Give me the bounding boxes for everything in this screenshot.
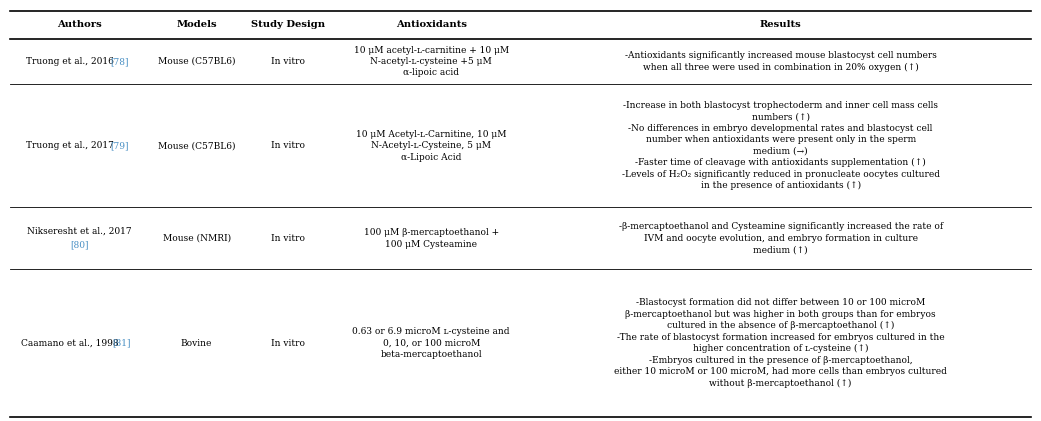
Text: Truong et al., 2016: Truong et al., 2016	[26, 57, 117, 66]
Text: -β-mercaptoethanol and Cysteamine significantly increased the rate of
IVM and oo: -β-mercaptoethanol and Cysteamine signif…	[618, 222, 943, 254]
Text: In vitro: In vitro	[272, 338, 305, 347]
Text: [80]: [80]	[70, 240, 88, 250]
Text: 0.63 or 6.9 microM ʟ-cysteine and
0, 10, or 100 microM
beta-mercaptoethanol: 0.63 or 6.9 microM ʟ-cysteine and 0, 10,…	[353, 327, 510, 359]
Text: Bovine: Bovine	[181, 338, 212, 347]
Text: Authors: Authors	[57, 20, 102, 29]
Text: [81]: [81]	[112, 338, 131, 347]
Text: Results: Results	[760, 20, 802, 29]
Text: -Antioxidants significantly increased mouse blastocyst cell numbers
when all thr: -Antioxidants significantly increased mo…	[625, 51, 937, 72]
Text: In vitro: In vitro	[272, 141, 305, 150]
Text: Models: Models	[176, 20, 217, 29]
Text: Caamano et al., 1998: Caamano et al., 1998	[21, 338, 122, 347]
Text: In vitro: In vitro	[272, 57, 305, 66]
Text: [79]: [79]	[110, 141, 129, 150]
Text: Mouse (C57BL6): Mouse (C57BL6)	[158, 57, 235, 66]
Text: 10 μM Acetyl-ʟ-Carnitine, 10 μM
N-Acetyl-ʟ-Cysteine, 5 μM
α-Lipoic Acid: 10 μM Acetyl-ʟ-Carnitine, 10 μM N-Acetyl…	[356, 130, 507, 162]
Text: Mouse (NMRI): Mouse (NMRI)	[162, 234, 231, 243]
Text: In vitro: In vitro	[272, 234, 305, 243]
Text: [78]: [78]	[110, 57, 129, 66]
Text: Truong et al., 2017: Truong et al., 2017	[26, 141, 117, 150]
Text: Study Design: Study Design	[251, 20, 326, 29]
Text: Antioxidants: Antioxidants	[396, 20, 466, 29]
Text: 10 μM acetyl-ʟ-carnitine + 10 μM
N-acetyl-ʟ-cysteine +5 μM
α-lipoic acid: 10 μM acetyl-ʟ-carnitine + 10 μM N-acety…	[354, 45, 509, 77]
Text: -Blastocyst formation did not differ between 10 or 100 microM
β-mercaptoethanol : -Blastocyst formation did not differ bet…	[614, 298, 947, 388]
Text: -Increase in both blastocyst trophectoderm and inner cell mass cells
numbers (↑): -Increase in both blastocyst trophectode…	[621, 101, 940, 190]
Text: Nikseresht et al., 2017: Nikseresht et al., 2017	[27, 227, 131, 236]
Text: Mouse (C57BL6): Mouse (C57BL6)	[158, 141, 235, 150]
Text: 100 μM β-mercaptoethanol +
100 μM Cysteamine: 100 μM β-mercaptoethanol + 100 μM Cystea…	[363, 228, 499, 248]
